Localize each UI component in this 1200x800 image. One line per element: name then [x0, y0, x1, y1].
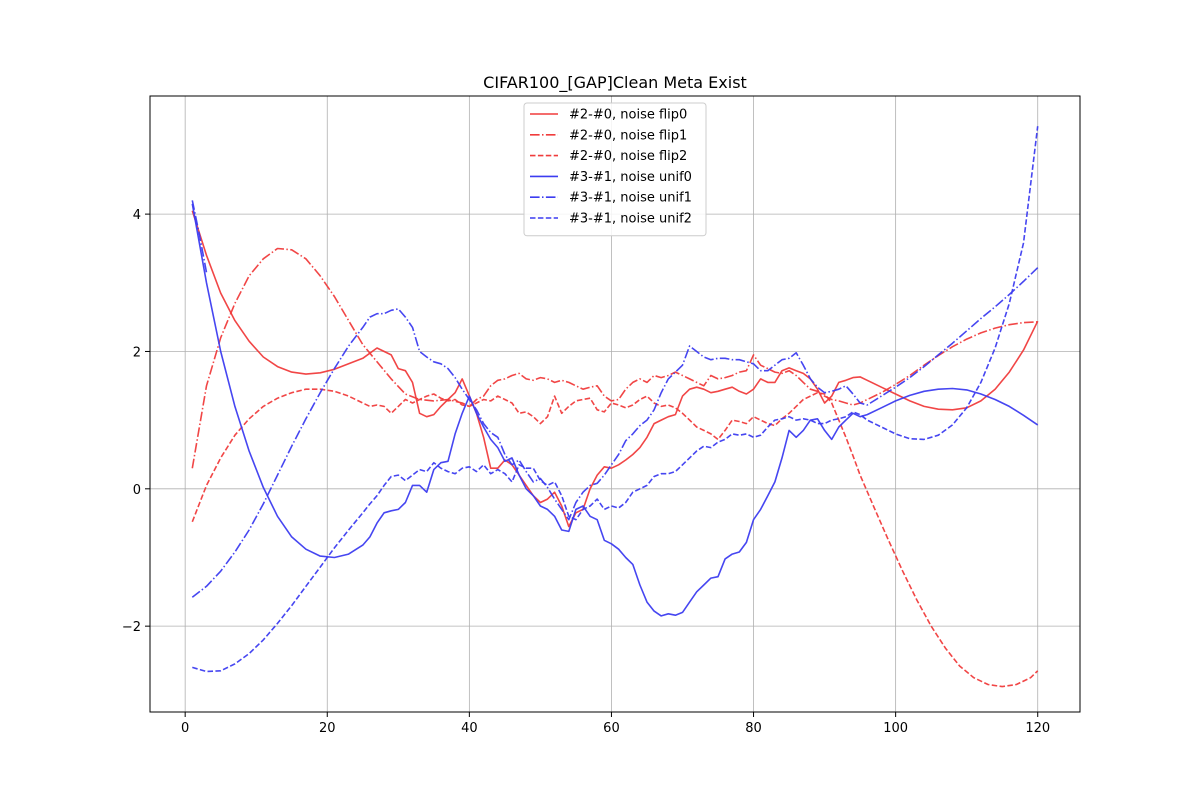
- y-tick-label: 0: [133, 483, 141, 498]
- legend-label: #3-#1, noise unif2: [569, 212, 692, 227]
- chart-title: CIFAR100_[GAP]Clean Meta Exist: [483, 73, 747, 93]
- legend: #2-#0, noise flip0 #2-#0, noise flip1 #2-#…: [523, 102, 707, 237]
- y-tick-label: −2: [122, 620, 141, 635]
- series-line-1: [191, 247, 1038, 469]
- legend-box: [523, 102, 707, 237]
- x-tick-label: 120: [1025, 721, 1050, 736]
- x-tick-label: 40: [461, 721, 478, 736]
- x-tick-label: 60: [603, 721, 620, 736]
- axis-ticks: 0 20 40 60 80 100 120 −2 0 2 4: [122, 208, 1050, 736]
- series-line-2: [191, 388, 1039, 688]
- series-line-5: [191, 267, 1039, 598]
- x-tick-label: 80: [745, 721, 762, 736]
- legend-label: #2-#0, noise flip2: [569, 149, 687, 164]
- series-line-0: [191, 210, 1039, 528]
- series-line-3: [191, 203, 1039, 617]
- series-line-4: [191, 200, 208, 273]
- legend-label: #2-#0, noise flip1: [569, 128, 687, 143]
- legend-label: #3-#1, noise unif0: [569, 170, 692, 185]
- y-tick-label: 2: [133, 345, 141, 360]
- legend-label: #3-#1, noise unif1: [569, 191, 692, 206]
- x-tick-label: 20: [319, 721, 336, 736]
- legend-label: #2-#0, noise flip0: [569, 108, 687, 123]
- series-group: [191, 126, 1039, 688]
- plot-area-frame: [149, 95, 1081, 713]
- x-tick-label: 0: [181, 721, 189, 736]
- series-line-6: [192, 126, 1039, 673]
- x-tick-label: 100: [883, 721, 908, 736]
- y-tick-label: 4: [133, 208, 141, 223]
